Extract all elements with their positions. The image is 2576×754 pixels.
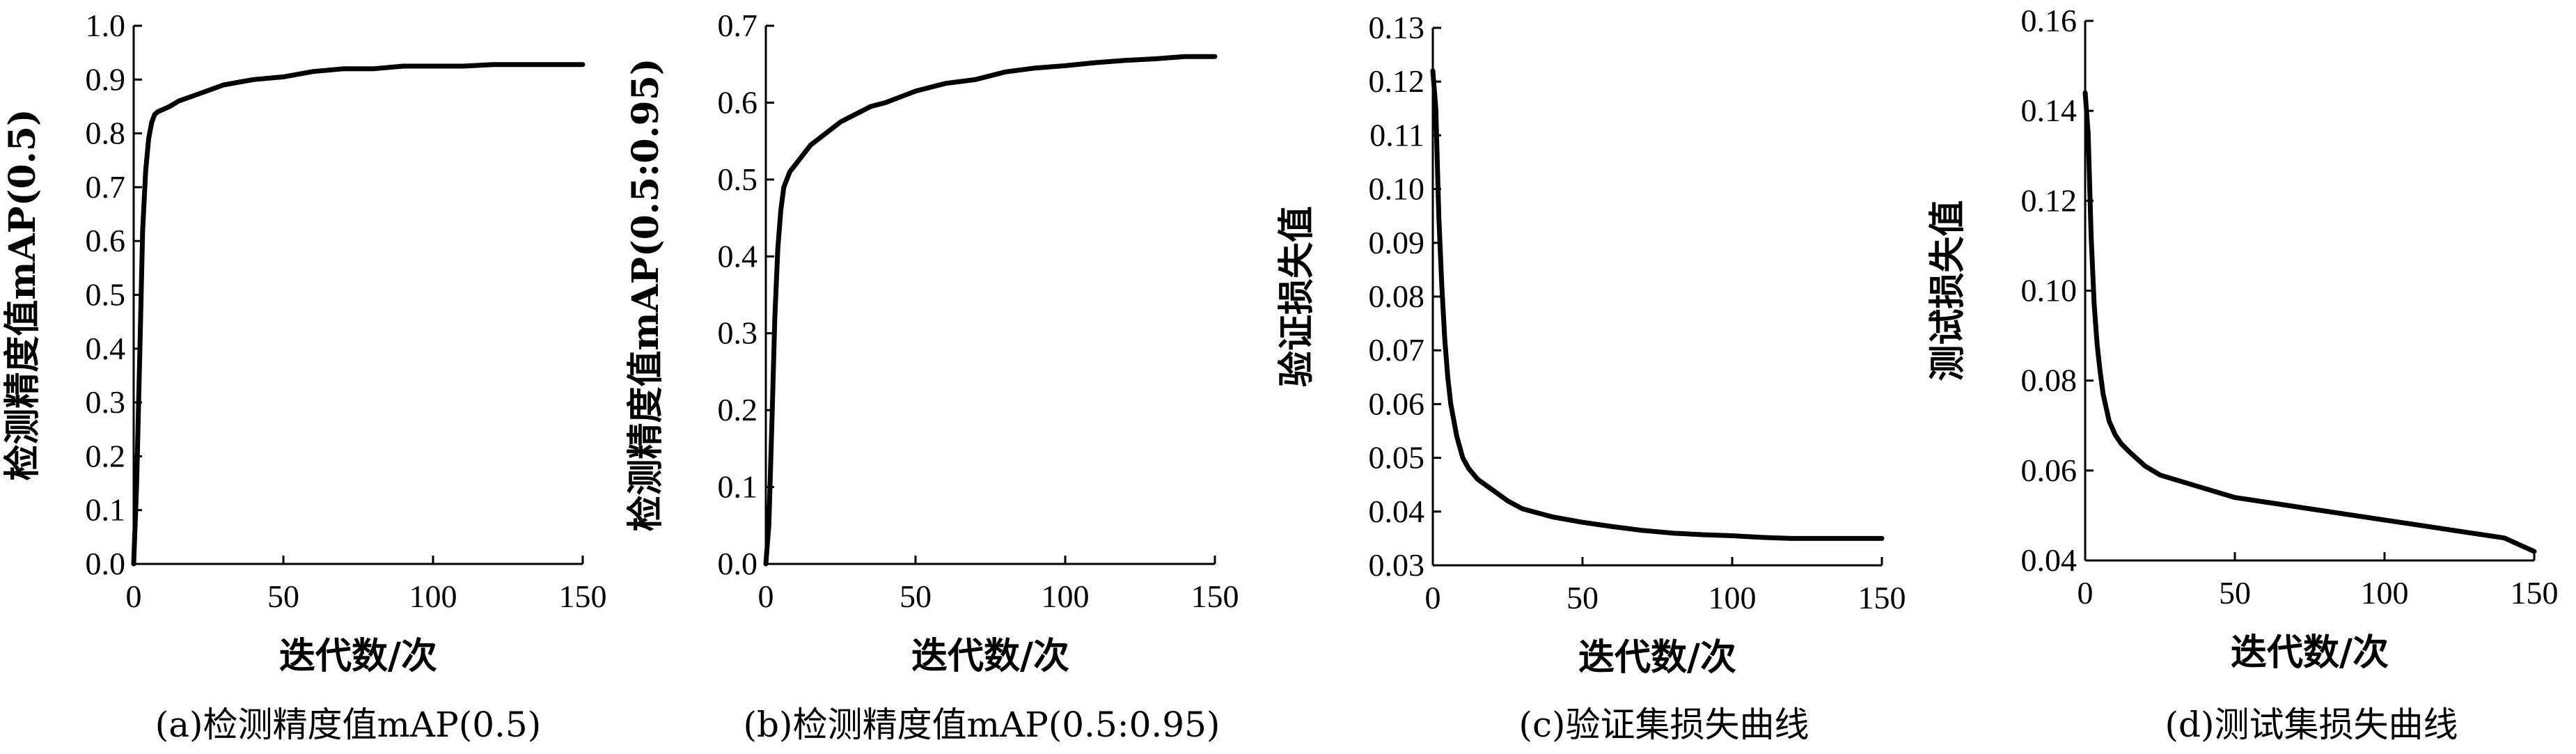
panel-d: 测试损失值 迭代数/次 (d)测试集损失曲线 0.04 0.06 0.08 0.10 0… — [1926, 3, 2559, 745]
y-tick-label: 0.8 — [86, 116, 126, 151]
x-tick-label: 50 — [1566, 580, 1599, 615]
x-tick-label: 100 — [1042, 579, 1090, 614]
y-tick-label: 0.14 — [2021, 93, 2078, 128]
y-tick-label: 0.1 — [718, 469, 758, 505]
y-tick-label: 0.6 — [718, 84, 758, 120]
x-tick-label: 150 — [2511, 575, 2559, 611]
y-tick-label: 1.0 — [86, 8, 126, 43]
caption-c: (c)验证集损失曲线 — [1518, 705, 1809, 745]
x-tick-label: 150 — [1858, 580, 1906, 615]
series-line — [2082, 90, 2537, 554]
y-tick-label: 0.04 — [1369, 494, 1425, 529]
panel-c: 验证损失值 迭代数/次 (c)验证集损失曲线 0.03 0.04 0.05 0.06 0… — [1275, 10, 1906, 745]
y-tick-label: 0.12 — [2021, 182, 2078, 218]
y-tick-label: 0.09 — [1369, 225, 1425, 260]
y-tick-label: 0.10 — [2021, 273, 2078, 308]
y-tick-label: 0.04 — [2021, 542, 2078, 578]
y-tick-label: 0.07 — [1369, 332, 1425, 368]
y-tick-label: 0.05 — [1369, 440, 1425, 476]
xlabel-c: 迭代数/次 — [1578, 636, 1736, 679]
caption-d: (d)测试集损失曲线 — [2165, 705, 2458, 745]
x-tick-label: 150 — [559, 579, 607, 614]
x-tick-label: 100 — [1709, 580, 1757, 615]
y-tick-label: 0.06 — [1369, 386, 1425, 421]
caption-b: (b)检测精度值mAP(0.5:0.95) — [744, 705, 1220, 745]
y-tick-label: 0.06 — [2021, 453, 2078, 488]
xlabel-b: 迭代数/次 — [911, 635, 1069, 677]
x-tick-label: 150 — [1191, 579, 1239, 614]
y-tick-label: 0.6 — [86, 223, 126, 258]
y-tick-label: 0.5 — [86, 277, 126, 313]
x-tick-label: 100 — [409, 579, 457, 614]
panel-b: 检测精度值mAP(0.5:0.95) 迭代数/次 (b)检测精度值mAP(0.5… — [625, 8, 1239, 745]
y-tick-label: 0.5 — [718, 162, 758, 197]
y-tick-label: 0.3 — [718, 315, 758, 351]
y-tick-label: 0.10 — [1369, 171, 1425, 207]
y-tick-label: 0.4 — [86, 331, 126, 366]
x-tick-label: 100 — [2361, 575, 2409, 611]
x-tick-label: 0 — [126, 579, 142, 614]
ylabel-a: 检测精度值mAP(0.5) — [1, 109, 44, 480]
xlabel-a: 迭代数/次 — [279, 635, 437, 677]
y-tick-label: 0.03 — [1369, 547, 1425, 583]
ylabel-b: 检测精度值mAP(0.5:0.95) — [625, 58, 667, 532]
y-tick-label: 0.7 — [86, 169, 126, 205]
y-tick-label: 0.08 — [2021, 363, 2078, 398]
x-tick-label: 0 — [1425, 580, 1441, 615]
y-tick-label: 0.2 — [718, 392, 758, 427]
y-tick-label: 0.0 — [86, 546, 126, 581]
panel-a: 检测精度值mAP(0.5) 迭代数/次 (a)检测精度值mAP(0.5) 0.0… — [1, 8, 607, 745]
y-tick-label: 0.1 — [86, 492, 126, 528]
ylabel-d: 测试损失值 — [1926, 200, 1969, 381]
x-tick-label: 50 — [267, 579, 299, 614]
series-line — [1430, 68, 1885, 541]
y-tick-label: 0.12 — [1369, 63, 1425, 99]
y-tick-label: 0.11 — [1369, 117, 1424, 152]
series-line — [763, 54, 1218, 567]
y-tick-label: 0.9 — [86, 61, 126, 97]
ylabel-c: 验证损失值 — [1275, 206, 1318, 387]
y-tick-label: 0.4 — [718, 238, 758, 274]
y-tick-label: 0.3 — [86, 384, 126, 420]
x-tick-label: 0 — [2078, 575, 2094, 611]
series-line — [131, 62, 586, 567]
y-tick-label: 0.2 — [86, 438, 126, 473]
x-tick-label: 50 — [2219, 575, 2251, 611]
y-tick-label: 0.13 — [1369, 10, 1425, 45]
y-tick-label: 0.7 — [718, 8, 758, 43]
y-tick-label: 0.16 — [2021, 3, 2078, 38]
x-tick-label: 0 — [758, 579, 774, 614]
xlabel-d: 迭代数/次 — [2231, 631, 2389, 674]
caption-a: (a)检测精度值mAP(0.5) — [155, 705, 542, 745]
y-tick-label: 0.08 — [1369, 278, 1425, 314]
x-tick-label: 50 — [900, 579, 932, 614]
y-tick-label: 0.0 — [718, 546, 758, 581]
